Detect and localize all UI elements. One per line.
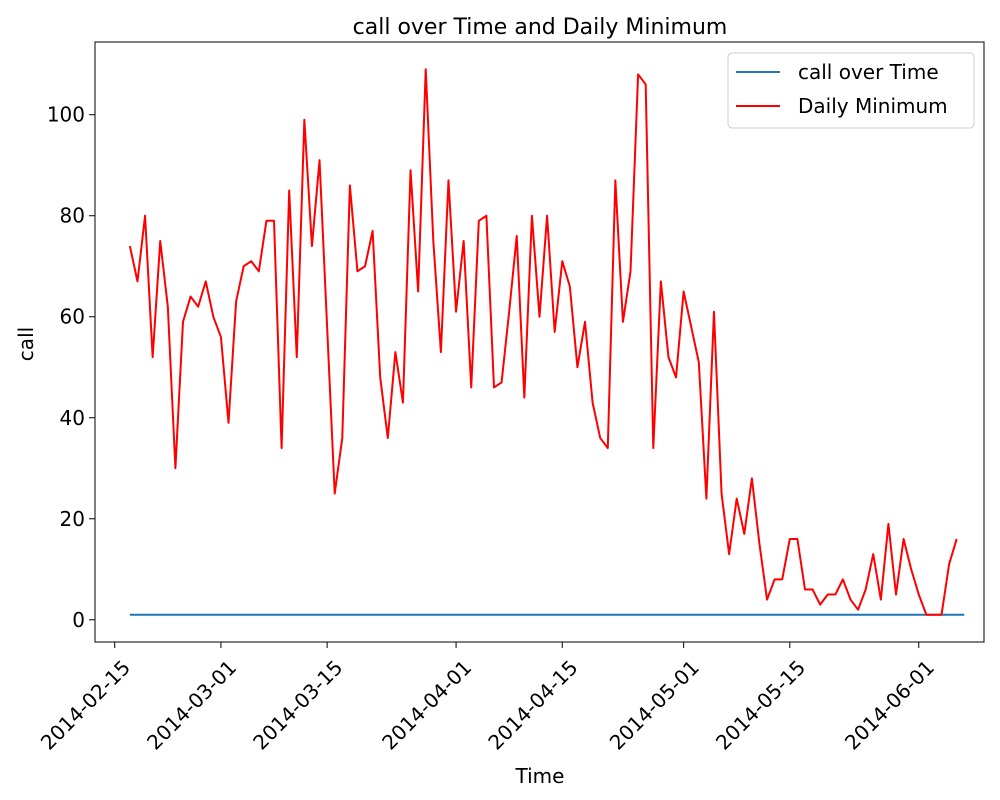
- y-axis-label: call: [14, 327, 38, 361]
- axes-frame: [94, 41, 985, 643]
- y-tick-label: 60: [60, 305, 85, 329]
- y-tick-label: 100: [47, 103, 85, 127]
- y-tick-label: 0: [72, 608, 85, 632]
- series-layer: [128, 68, 965, 616]
- series-line-daily-minimum: [128, 68, 958, 616]
- chart-title: call over Time and Daily Minimum: [353, 15, 728, 40]
- y-tick-label: 20: [60, 507, 85, 531]
- legend-label-call-over-time: call over Time: [798, 60, 939, 84]
- legend-box: [727, 52, 975, 129]
- legend: call over Time Daily Minimum: [727, 52, 975, 129]
- axes-background: [95, 42, 984, 642]
- legend-label-daily-minimum: Daily Minimum: [798, 94, 948, 118]
- x-axis-label: Time: [515, 764, 565, 788]
- plot-area: [95, 42, 984, 642]
- y-tick-label: 80: [60, 204, 85, 228]
- y-axis: 0 20 40 60 80 100: [47, 103, 95, 632]
- y-tick-label: 40: [60, 406, 85, 430]
